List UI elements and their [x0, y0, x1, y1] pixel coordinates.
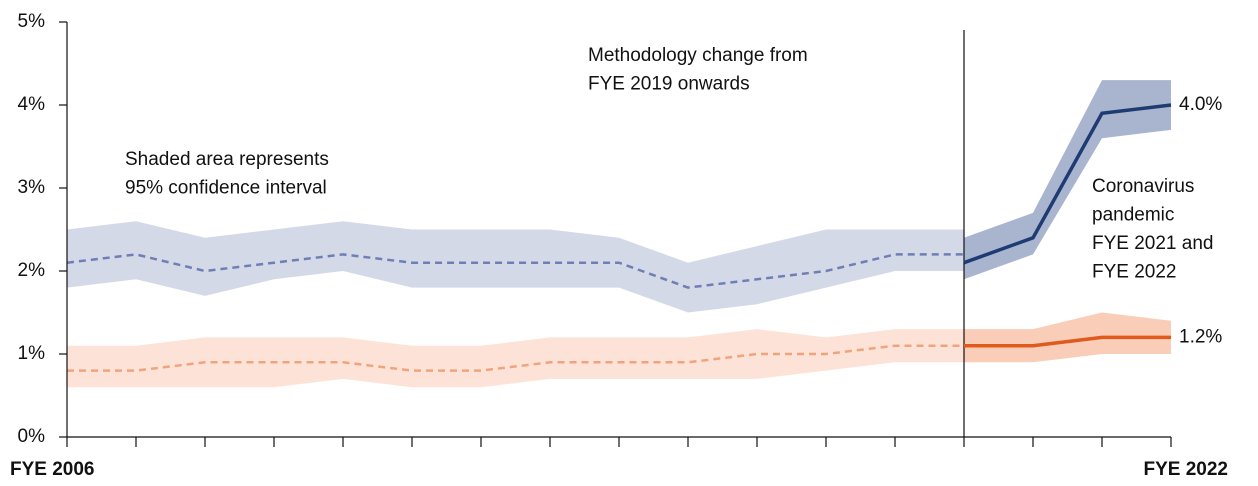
annotation-line: pandemic [1092, 205, 1174, 226]
y-tick-label: 4% [18, 94, 46, 115]
y-tick-label: 0% [18, 426, 46, 447]
annotation: Methodology change from FYE 2019 onwards [588, 45, 808, 95]
y-tick-label: 3% [18, 177, 46, 198]
annotation-line: FYE 2022 [1092, 262, 1177, 283]
annotation-line: FYE 2019 onwards [588, 74, 750, 95]
x-tick-label: FYE 2006 [10, 459, 95, 480]
confidence-band [67, 221, 964, 313]
confidence-band [964, 80, 1171, 280]
annotation-line: Coronavirus [1092, 176, 1194, 197]
annotation-line: Shaded area represents [125, 149, 329, 170]
annotation-line: FYE 2021 and [1092, 233, 1213, 254]
end-label: 4.0% [1179, 94, 1222, 115]
x-tick-label: FYE 2022 [1144, 459, 1229, 480]
line [964, 335, 1171, 348]
confidence-band [67, 329, 964, 388]
y-tick-label: 1% [18, 343, 46, 364]
line [963, 103, 1172, 265]
y-tick-label: 2% [18, 260, 46, 281]
end-label: 1.2% [1179, 326, 1222, 347]
confidence-band [964, 312, 1171, 363]
y-tick-label: 5% [18, 11, 46, 32]
annotation: Shaded area represents 95% confidence int… [125, 149, 329, 199]
line [67, 344, 964, 372]
line [66, 253, 964, 289]
annotation-line: Methodology change from [588, 45, 808, 66]
annotation: Coronavirus pandemic FYE 2021 and FYE 2022 [1092, 176, 1213, 283]
annotation-line: 95% confidence interval [125, 178, 327, 199]
